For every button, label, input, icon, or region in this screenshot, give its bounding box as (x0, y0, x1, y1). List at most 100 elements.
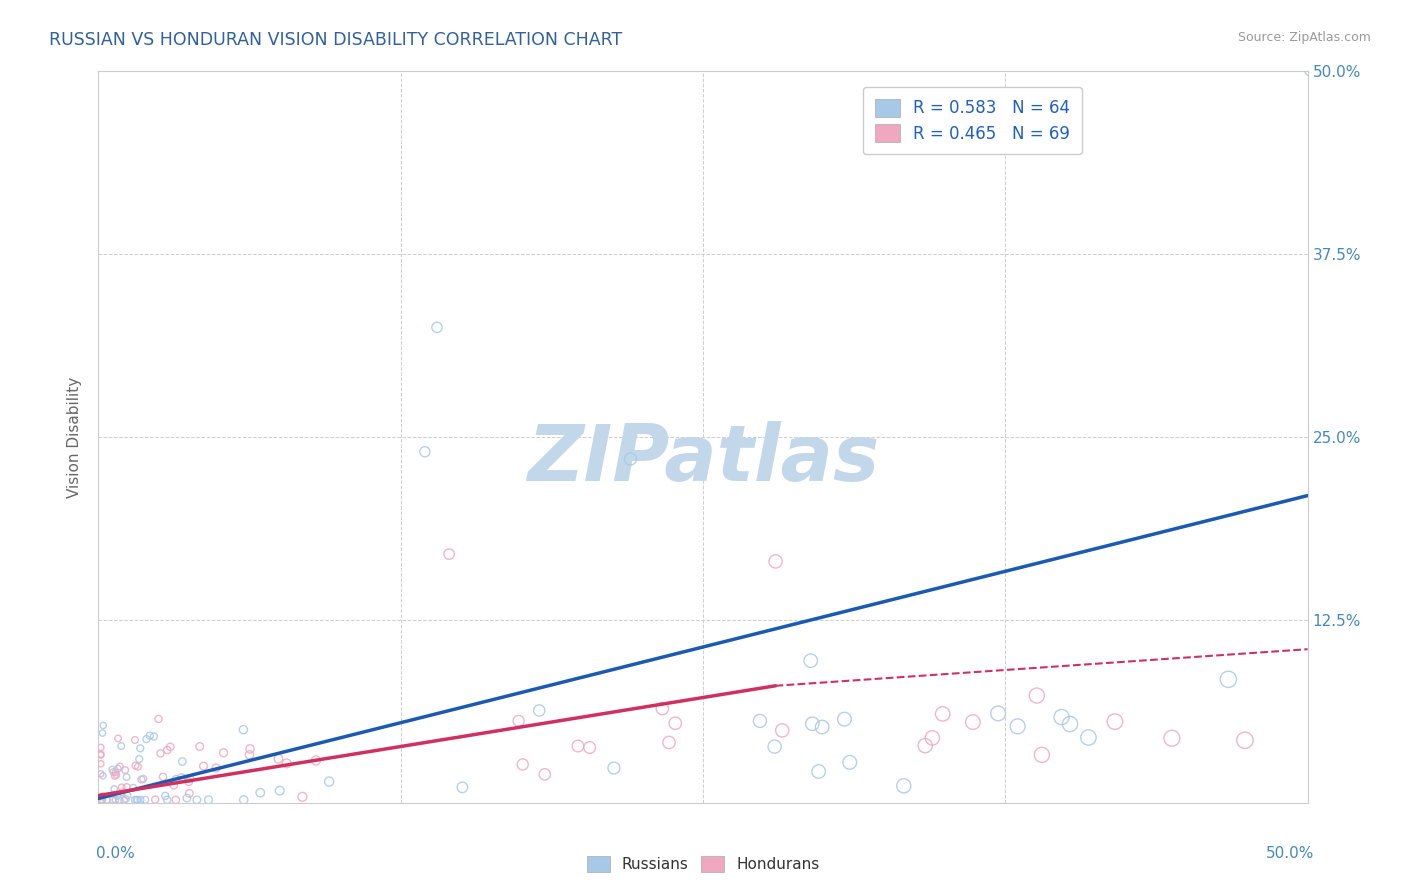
Point (239, 742, 262, 756)
Point (110, 739, 132, 753)
Point (267, 752, 290, 766)
Point (533, 767, 555, 781)
Point (931, 706, 953, 721)
Point (962, 715, 984, 730)
Point (152, 770, 174, 784)
Point (115, 770, 138, 784)
Point (104, 765, 127, 780)
Point (987, 706, 1010, 721)
Point (128, 752, 150, 766)
Point (1050, 710, 1073, 724)
Point (619, 452, 641, 467)
Point (163, 778, 186, 792)
Point (197, 793, 219, 807)
Point (1007, 719, 1029, 733)
Point (893, 779, 915, 793)
Point (101, 793, 124, 807)
Point (91, 789, 114, 804)
Point (105, 768, 128, 782)
Legend: R = 0.583   N = 64, R = 0.465   N = 69: R = 0.583 N = 64, R = 0.465 N = 69 (863, 87, 1081, 154)
Point (107, 762, 129, 776)
Point (135, 732, 157, 747)
Text: 50.0%: 50.0% (1267, 846, 1315, 861)
Point (811, 720, 834, 734)
Point (170, 771, 193, 785)
Point (156, 743, 179, 757)
Point (1218, 673, 1240, 687)
Point (451, 780, 474, 795)
Point (124, 793, 146, 807)
Point (249, 786, 271, 800)
Point (305, 754, 328, 768)
Point (238, 747, 260, 762)
Point (1059, 717, 1081, 731)
Point (512, 757, 534, 772)
Point (276, 756, 298, 771)
Point (437, 547, 460, 561)
Point (90, 747, 112, 761)
Point (578, 740, 600, 755)
Point (413, 444, 436, 458)
Point (90, 766, 112, 780)
Point (914, 739, 936, 753)
Point (179, 772, 201, 786)
Point (603, 761, 626, 775)
Point (139, 729, 162, 743)
Y-axis label: Vision Disability: Vision Disability (67, 376, 83, 498)
Point (111, 785, 134, 799)
Point (186, 793, 208, 807)
Point (91, 718, 114, 732)
Point (1233, 733, 1256, 747)
Point (111, 780, 134, 795)
Point (188, 739, 211, 754)
Point (149, 747, 172, 761)
Point (127, 759, 149, 773)
Point (103, 764, 125, 779)
Point (807, 764, 830, 779)
Point (165, 772, 187, 787)
Point (426, 320, 449, 334)
Point (205, 761, 228, 775)
Point (748, 714, 770, 728)
Point (212, 746, 235, 760)
Point (834, 712, 856, 726)
Point (104, 793, 127, 807)
Point (134, 793, 156, 807)
Point (1104, 714, 1126, 729)
Point (117, 789, 139, 803)
Text: ZIPatlas: ZIPatlas (527, 421, 879, 497)
Point (1031, 747, 1053, 762)
Point (125, 793, 148, 807)
Point (115, 780, 138, 794)
Point (107, 731, 129, 746)
Point (101, 763, 124, 777)
Point (800, 654, 823, 668)
Text: Source: ZipAtlas.com: Source: ZipAtlas.com (1237, 31, 1371, 45)
Point (508, 714, 530, 728)
Text: RUSSIAN VS HONDURAN VISION DISABILITY CORRELATION CHART: RUSSIAN VS HONDURAN VISION DISABILITY CO… (49, 31, 623, 49)
Point (1161, 731, 1184, 746)
Point (142, 730, 165, 744)
Point (108, 759, 131, 773)
Point (91, 726, 114, 740)
Point (91, 793, 114, 807)
Point (91, 789, 114, 804)
Point (269, 783, 291, 797)
Point (318, 774, 340, 789)
Point (124, 758, 146, 772)
Point (172, 755, 194, 769)
Point (664, 716, 686, 731)
Point (1077, 731, 1099, 745)
Point (763, 739, 786, 754)
Point (124, 733, 146, 747)
Legend: Russians, Hondurans: Russians, Hondurans (579, 848, 827, 880)
Point (129, 793, 152, 807)
Point (1025, 689, 1047, 703)
Point (232, 723, 254, 737)
Point (179, 786, 201, 800)
Point (801, 716, 824, 731)
Point (232, 793, 254, 807)
Point (156, 793, 179, 807)
Point (90, 747, 112, 762)
Point (658, 735, 681, 749)
